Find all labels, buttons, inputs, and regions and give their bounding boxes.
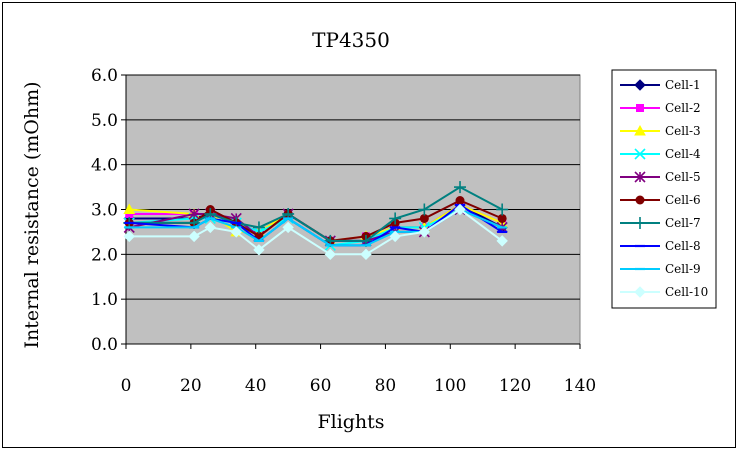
- legend-label: Cell-1: [665, 78, 701, 92]
- data-point: [454, 181, 467, 194]
- plot-area: 0.0 1.0 2.0 3.0 4.0 5.0 6.0 0 20 40 60 80 100 120 140: [91, 66, 596, 396]
- y-tick-label: 2.0: [91, 245, 118, 265]
- legend-label: Cell-9: [665, 262, 701, 276]
- data-point: [389, 230, 401, 243]
- legend-marker: [634, 79, 646, 91]
- data-point: [188, 230, 200, 243]
- y-tick-label: 0.0: [91, 335, 118, 355]
- legend-marker: [634, 148, 646, 160]
- legend-marker: [634, 217, 646, 229]
- legend-item: Cell-5: [620, 170, 701, 184]
- data-point: [253, 244, 265, 256]
- legend-item: Cell-2: [620, 101, 701, 115]
- data-point: [282, 221, 294, 234]
- legend-item: Cell-3: [620, 124, 701, 138]
- data-point: [123, 203, 136, 214]
- legend-item: Cell-9: [620, 262, 701, 276]
- data-point: [454, 203, 466, 216]
- legend-label: Cell-4: [665, 147, 701, 161]
- y-axis-label: Internal resistance (mOhm): [21, 81, 43, 348]
- y-tick-label: 3.0: [91, 201, 118, 221]
- legend-label: Cell-7: [665, 216, 701, 230]
- legend-label: Cell-8: [665, 239, 701, 253]
- legend-marker: [636, 104, 644, 112]
- legend: Cell-1 Cell-2 Cell-3 Cell-4 Cell-5 Cell-6 Cell…: [611, 69, 717, 309]
- series-line: [129, 185, 503, 242]
- x-tick-label: 60: [310, 376, 332, 396]
- data-point: [419, 213, 429, 223]
- legend-item: Cell-8: [620, 239, 701, 253]
- legend-label: Cell-2: [665, 101, 701, 115]
- y-tick-label: 4.0: [91, 156, 118, 176]
- data-point: [389, 212, 402, 225]
- data-point: [418, 203, 431, 216]
- x-tick-label: 100: [434, 376, 466, 396]
- legend-label: Cell-6: [665, 193, 701, 207]
- x-tick-label: 20: [180, 376, 202, 396]
- data-point: [204, 221, 217, 234]
- y-tick-label: 1.0: [91, 290, 118, 310]
- series-cell-10: [123, 203, 508, 261]
- data-point: [455, 196, 465, 206]
- data-point: [123, 230, 135, 243]
- data-point: [496, 235, 508, 247]
- data-point: [360, 248, 372, 261]
- x-tick-label: 120: [499, 376, 531, 396]
- data-point: [230, 226, 242, 238]
- legend-marker: [635, 195, 645, 205]
- data-point: [497, 213, 507, 223]
- x-tick-label: 80: [375, 376, 397, 396]
- data-point: [418, 226, 431, 238]
- legend-marker: [634, 286, 646, 298]
- x-axis-label: Flights: [317, 411, 384, 433]
- data-point: [252, 221, 265, 234]
- legend-item: Cell-1: [620, 78, 701, 92]
- y-tick-label: 5.0: [91, 111, 118, 131]
- y-tick-label: 6.0: [91, 66, 118, 86]
- legend-item: Cell-4: [620, 147, 701, 161]
- x-tick-label: 40: [245, 376, 267, 396]
- legend-marker: [634, 124, 646, 136]
- legend-label: Cell-5: [665, 170, 701, 184]
- x-tick-label: 140: [564, 376, 596, 396]
- legend-item: Cell-7: [620, 216, 701, 230]
- x-tick-label: 0: [121, 376, 132, 396]
- data-point: [324, 248, 337, 261]
- data-point: [496, 203, 509, 216]
- legend-item: Cell-6: [620, 193, 701, 207]
- legend-label: Cell-10: [665, 285, 708, 299]
- legend-marker: [634, 171, 646, 183]
- chart-title: TP4350: [312, 28, 390, 52]
- legend-label: Cell-3: [665, 124, 701, 138]
- legend-item: Cell-10: [620, 285, 708, 299]
